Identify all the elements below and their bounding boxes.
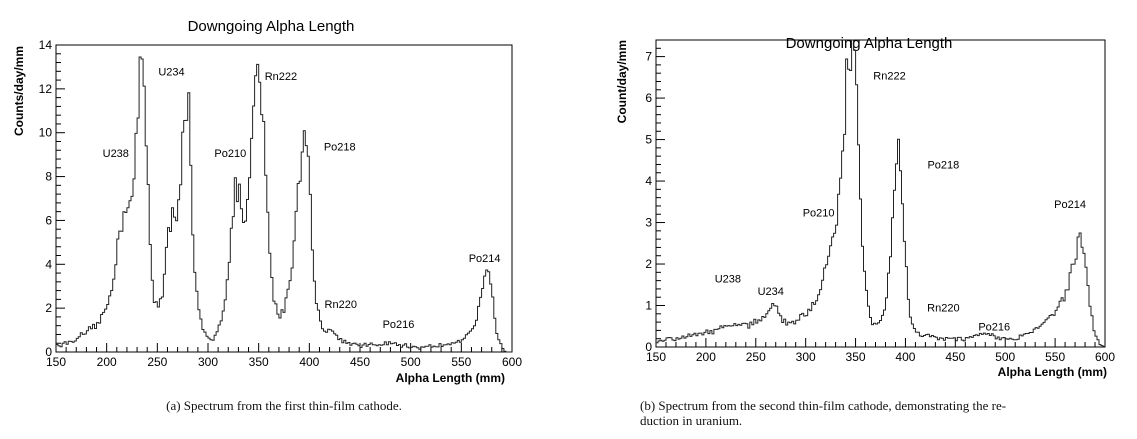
chart-a-ytick-label: 8 [45,170,52,184]
chart-a-annotation: U238 [103,148,129,160]
chart-b-plot-frame [655,39,1106,348]
chart-b-annotation: U238 [715,274,741,286]
chart-b-xlabel: Alpha Length (mm) [998,365,1107,379]
chart-a-plot-frame [55,44,513,353]
chart-a-annotations: U238 U234 Po210 Rn222 Po218 Rn220 Po216 Po214 [103,67,501,331]
chart-a-series-line-0 [56,56,512,353]
chart-a-annotation: U234 [158,67,184,79]
chart-b-xtick-label: 200 [696,350,716,364]
chart-b-ytick-label: 4 [645,174,652,188]
chart-b-annotation: Po218 [927,160,959,172]
chart-a-xtick-label: 550 [451,355,471,369]
chart-a-series [56,56,512,353]
chart-a-ytick-label: 2 [45,301,52,315]
chart-b-xtick-label: 600 [1095,350,1115,364]
chart-a-annotation: Po214 [469,253,501,265]
chart-a-xtick-label: 600 [502,355,522,369]
chart-a-ytick-label: 10 [39,126,53,140]
chart-a-y-axis: 0 2 4 6 8 10 12 14 [39,38,65,359]
chart-a-xtick-label: 350 [249,355,269,369]
chart-b-xtick-label: 450 [945,350,965,364]
chart-a: Downgoing Alpha Length Counts/day/mm Alp… [12,18,522,385]
chart-b-xtick-label: 250 [746,350,766,364]
chart-b-ytick-label: 6 [645,91,652,105]
chart-a-xtick-label: 400 [299,355,319,369]
chart-a-xlabel: Alpha Length (mm) [396,371,505,385]
chart-b-series [656,39,1105,347]
chart-a-annotation: Po210 [214,148,246,160]
caption-a: (a) Spectrum from the first thin-film ca… [166,398,402,413]
chart-a-xtick-label: 250 [147,355,167,369]
chart-a-ytick-label: 0 [45,345,52,359]
chart-b-ytick-label: 5 [645,133,652,147]
chart-b-ytick-label: 7 [645,50,652,64]
chart-b-title: Downgoing Alpha Length [786,35,953,52]
chart-b-xtick-label: 150 [646,350,666,364]
chart-a-ytick-label: 14 [39,38,53,52]
chart-b-ytick-label: 3 [645,216,652,230]
chart-b-y-axis: 0 1 2 3 4 5 6 7 [645,47,665,354]
chart-b-xtick-label: 350 [846,350,866,364]
chart-b-frame [655,39,1106,348]
chart-a-x-axis: 150 200 250 300 350 400 450 500 550 600 [46,343,522,369]
chart-b-xtick-label: 550 [1045,350,1065,364]
chart-a-frame [55,44,513,353]
chart-b: Downgoing Alpha Length Count/day/mm Alph… [615,35,1115,379]
chart-a-ylabel: Counts/day/mm [12,46,26,136]
chart-b-ytick-label: 1 [645,299,652,313]
chart-b-annotations: U238 U234 Rn222 Po218 Po210 Rn220 Po216 Po214 [715,70,1086,333]
chart-b-annotation: Rn220 [927,303,959,315]
chart-b-annotation: Po214 [1054,199,1086,211]
chart-b-ytick-label: 0 [645,340,652,354]
chart-a-annotation: Po218 [324,141,356,153]
chart-a-xtick-label: 200 [97,355,117,369]
chart-a-ytick-label: 12 [39,82,53,96]
caption-b: (b) Spectrum from the second thin-film c… [640,398,1110,428]
chart-b-ylabel: Count/day/mm [615,40,629,123]
chart-a-xtick-label: 450 [350,355,370,369]
chart-a-xtick-label: 150 [46,355,66,369]
chart-b-annotation: Rn222 [873,70,905,82]
chart-a-annotation: Rn222 [265,71,297,83]
chart-a-xtick-label: 300 [198,355,218,369]
chart-a-title: Downgoing Alpha Length [188,18,355,35]
caption-b-line-1: (b) Spectrum from the second thin-film c… [640,398,1007,413]
chart-a-ytick-label: 6 [45,213,52,227]
chart-b-annotation: Po216 [978,321,1010,333]
chart-b-xtick-label: 300 [796,350,816,364]
chart-b-ytick-label: 2 [645,257,652,271]
caption-b-line-2: duction in uranium. [640,413,743,428]
chart-a-annotation: Po216 [383,319,415,331]
chart-a-ytick-label: 4 [45,257,52,271]
chart-b-xtick-label: 400 [895,350,915,364]
chart-b-series-line-0 [656,39,1105,347]
chart-b-x-axis: 150 200 250 300 350 400 450 500 550 600 [646,338,1115,364]
chart-a-xtick-label: 500 [401,355,421,369]
chart-b-annotation: U234 [758,286,784,298]
chart-b-xtick-label: 500 [995,350,1015,364]
chart-a-annotation: Rn220 [325,299,357,311]
chart-b-annotation: Po210 [803,207,835,219]
